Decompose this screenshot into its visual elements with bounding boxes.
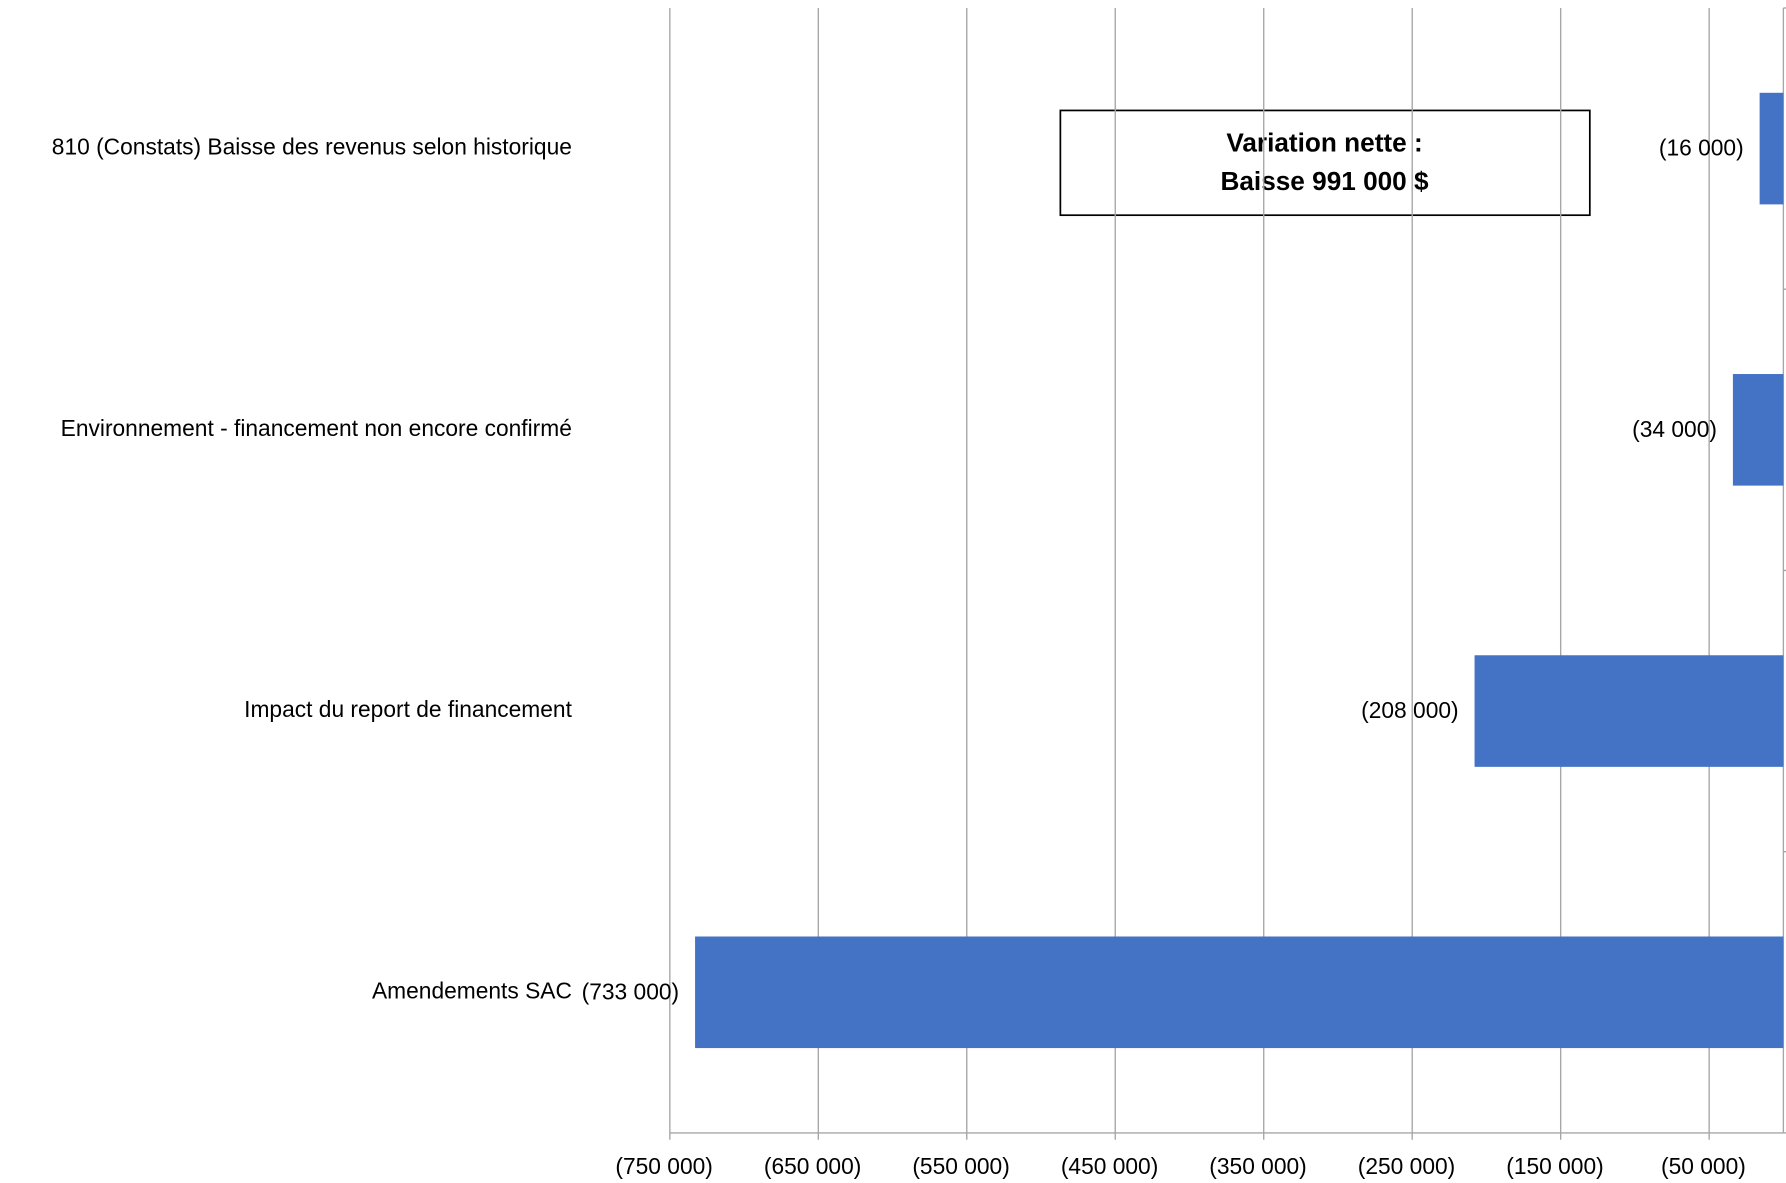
y-tick-label: Amendements SAC: [372, 977, 572, 1003]
x-tick-label: (550 000): [912, 1153, 1009, 1179]
annotation: Variation nette :: [1226, 128, 1422, 158]
x-tick-label: (450 000): [1061, 1153, 1158, 1179]
value-label: (733 000): [582, 978, 679, 1004]
annotation: Baisse 991 000 $: [1220, 166, 1429, 196]
bar: [695, 936, 1784, 1049]
y-tick-label: 810 (Constats) Baisse des revenus selon …: [52, 134, 572, 160]
bar: [1474, 655, 1784, 767]
x-tick-label: (50 000): [1661, 1153, 1746, 1179]
x-tick-label: (150 000): [1506, 1153, 1603, 1179]
y-tick-label: Environnement - financement non encore c…: [61, 415, 572, 441]
value-label: (208 000): [1361, 697, 1458, 723]
bar: [1759, 92, 1784, 205]
x-tick-label: (650 000): [764, 1153, 861, 1179]
annotation-box: [1059, 109, 1591, 217]
x-tick-label: (250 000): [1358, 1153, 1455, 1179]
y-tick-label: Impact du report de financement: [244, 696, 572, 722]
x-tick-label: (750 000): [615, 1153, 712, 1179]
x-tick-label: (350 000): [1209, 1153, 1306, 1179]
value-label: (16 000): [1659, 135, 1744, 161]
value-label: (34 000): [1632, 416, 1717, 442]
bar: [1732, 374, 1784, 486]
